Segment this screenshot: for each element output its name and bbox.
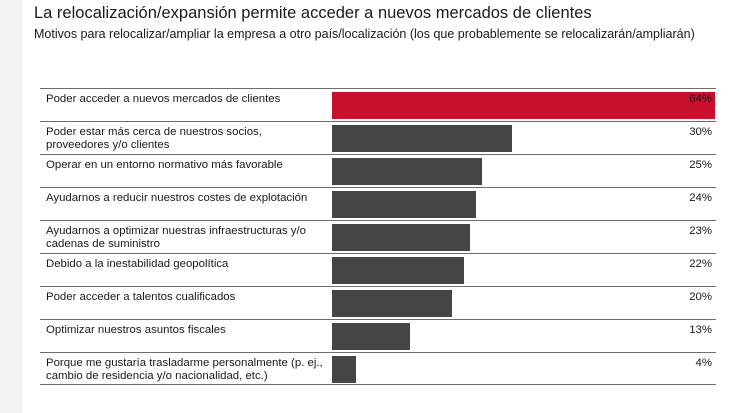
category-label: Debido a la inestabilidad geopolítica	[46, 258, 229, 270]
category-label: Poder acceder a nuevos mercados de clien…	[46, 93, 281, 105]
category-label: Operar en un entorno normativo más favor…	[46, 159, 283, 171]
left-margin-strip	[0, 0, 22, 413]
chart-row: Debido a la inestabilidad geopolítica 22%	[40, 253, 716, 286]
value-label: 24%	[689, 192, 712, 204]
chart-subtitle: Motivos para relocalizar/ampliar la empr…	[34, 27, 695, 41]
value-label: 23%	[689, 225, 712, 237]
chart-row: Poder estar más cerca de nuestros socios…	[40, 121, 716, 154]
bar	[332, 323, 410, 350]
chart-row: Poder acceder a nuevos mercados de clien…	[40, 88, 716, 121]
bar	[332, 92, 715, 119]
chart-row: Optimizar nuestros asuntos fiscales 13%	[40, 319, 716, 352]
bar	[332, 356, 356, 383]
bar	[332, 257, 464, 284]
chart-row: Ayudarnos a optimizar nuestras infraestr…	[40, 220, 716, 253]
category-label: Ayudarnos a optimizar nuestras infraestr…	[46, 225, 306, 250]
value-label: 25%	[689, 159, 712, 171]
bar	[332, 224, 470, 251]
bar	[332, 191, 476, 218]
value-label: 64%	[689, 93, 712, 105]
bar	[332, 158, 482, 185]
value-label: 13%	[689, 324, 712, 336]
category-label: Optimizar nuestros asuntos fiscales	[46, 324, 226, 336]
category-label: Porque me gustaría trasladarme personalm…	[46, 357, 323, 382]
category-label: Ayudarnos a reducir nuestros costes de e…	[46, 192, 308, 204]
chart-row: Ayudarnos a reducir nuestros costes de e…	[40, 187, 716, 220]
category-label: Poder acceder a talentos cualificados	[46, 291, 236, 303]
category-label: Poder estar más cerca de nuestros socios…	[46, 126, 262, 151]
chart-row: Poder acceder a talentos cualificados 20%	[40, 286, 716, 319]
bar	[332, 125, 512, 152]
value-label: 20%	[689, 291, 712, 303]
value-label: 30%	[689, 126, 712, 138]
value-label: 22%	[689, 258, 712, 270]
chart-row: Porque me gustaría trasladarme personalm…	[40, 352, 716, 385]
bar-chart: Poder acceder a nuevos mercados de clien…	[40, 88, 716, 385]
bar	[332, 290, 452, 317]
value-label: 4%	[695, 357, 712, 369]
chart-row: Operar en un entorno normativo más favor…	[40, 154, 716, 187]
chart-title: La relocalización/expansión permite acce…	[34, 4, 592, 22]
